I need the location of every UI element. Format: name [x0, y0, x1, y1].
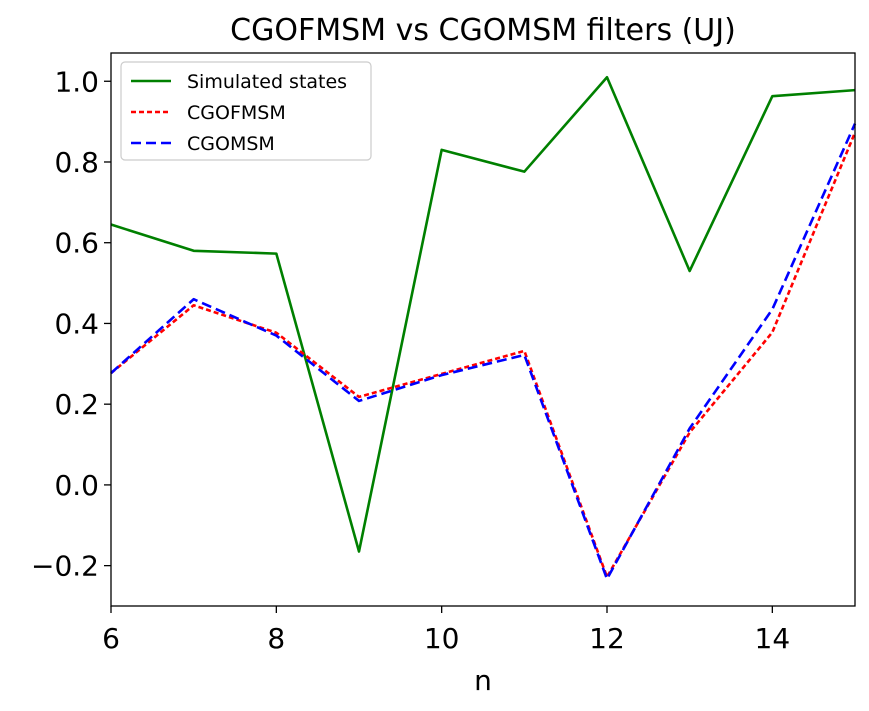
y-tick-label: 1.0: [54, 65, 99, 98]
x-tick-label: 8: [267, 622, 285, 655]
y-axis: −0.2 0.0 0.2 0.4 0.6 0.8 1.0: [31, 65, 111, 583]
series-line-simulated-states: [110, 75, 856, 553]
y-tick-label: −0.2: [31, 550, 99, 583]
plot-frame: [110, 52, 856, 607]
y-tick-label: 0.0: [54, 469, 99, 502]
series-line-cgofmsm: [110, 132, 857, 579]
series-layer: [110, 75, 857, 581]
legend: Simulated states CGOFMSM CGOMSM: [120, 61, 372, 161]
legend-label: Simulated states: [187, 71, 347, 93]
x-tick-label: 12: [589, 622, 625, 655]
legend-box: [120, 61, 372, 161]
series-line-cgomsm: [110, 123, 857, 581]
chart-title: CGOFMSM vs CGOMSM filters (UJ): [230, 13, 736, 48]
x-axis: 6 8 10 12 14: [102, 606, 790, 655]
x-tick-label: 6: [102, 622, 120, 655]
y-tick-label: 0.8: [54, 146, 99, 179]
legend-label: CGOMSM: [187, 133, 275, 155]
x-tick-label: 14: [755, 622, 791, 655]
y-tick-label: 0.4: [54, 307, 99, 340]
y-tick-label: 0.2: [54, 388, 99, 421]
x-axis-title: n: [474, 664, 492, 697]
y-tick-label: 0.6: [54, 227, 99, 260]
x-tick-label: 10: [424, 622, 460, 655]
legend-label: CGOFMSM: [187, 102, 286, 124]
